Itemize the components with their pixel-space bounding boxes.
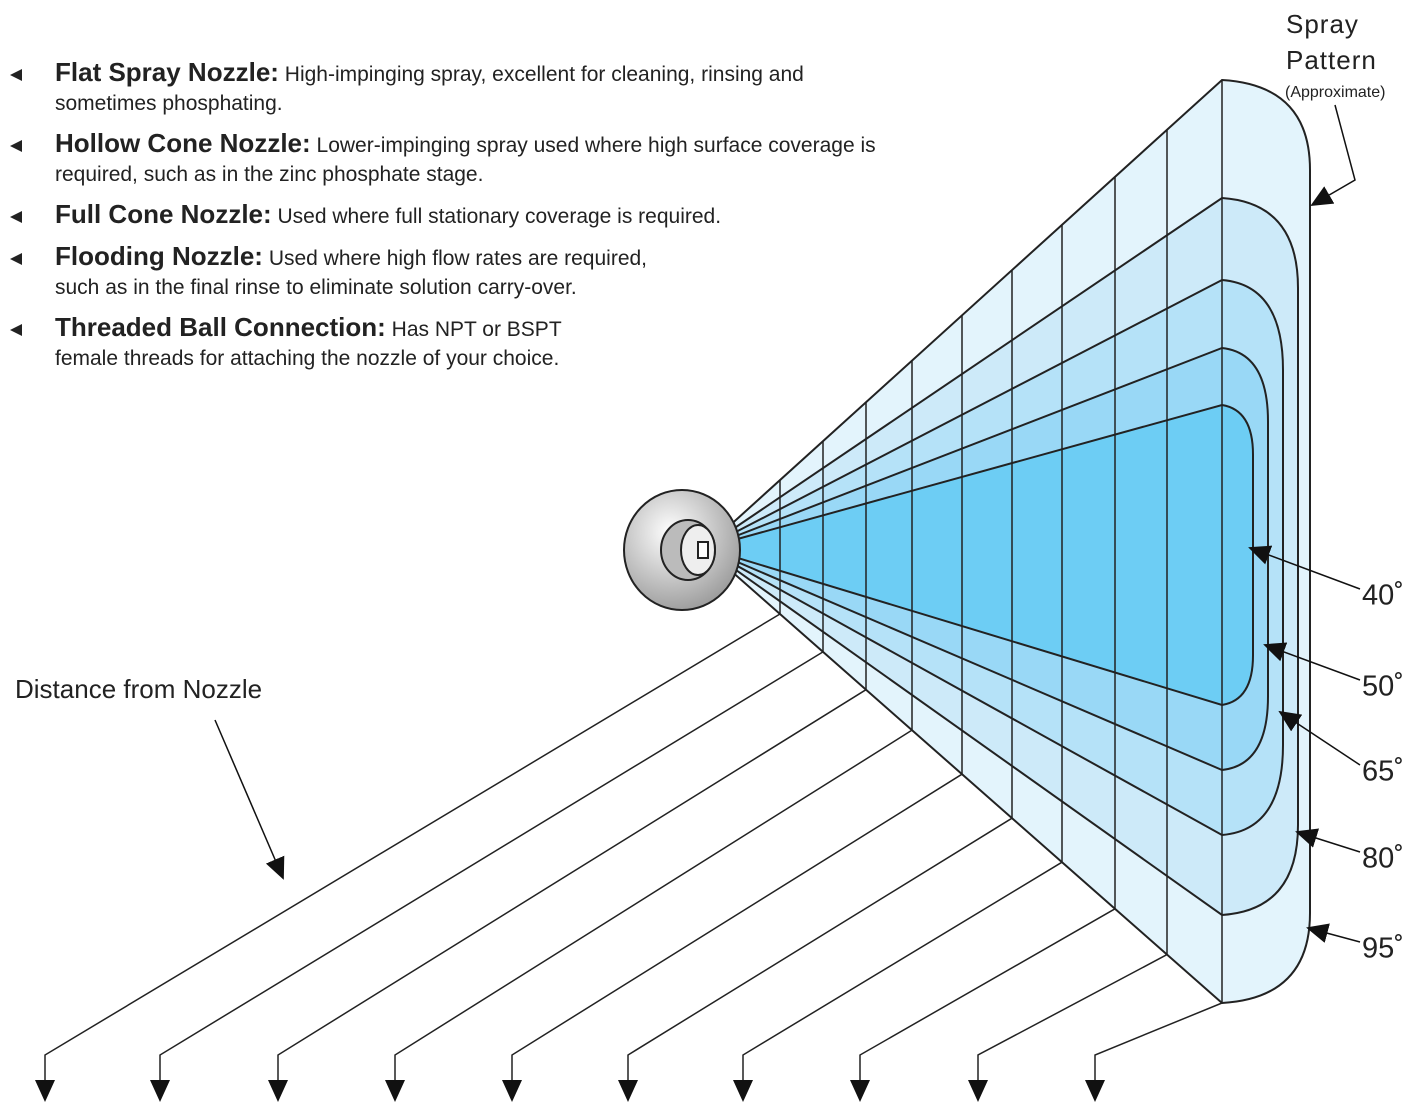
distance-leader [968,953,1168,1102]
bullet-text: High-impinging spray, excellent for clea… [55,63,804,115]
distance-leaders [35,613,1223,1102]
distance-leader [618,817,1013,1102]
distance-label: Distance from Nozzle [15,674,263,704]
bullet-text: Has NPT or BSPT female threads for attac… [55,318,562,370]
spray-outline [703,196,1299,917]
spray-pattern-note: (Approximate) [1285,84,1386,101]
distance-leader [268,689,867,1102]
bullet-title: Full Cone Nozzle: [55,199,272,229]
angle-arrow [1263,642,1361,681]
bullet-text: Lower-impinging spray used where high su… [55,134,876,186]
angle-label: 40˚ [1362,580,1404,612]
bullet-text: Used where high flow rates are required,… [55,247,648,299]
distance-leader [850,908,1116,1102]
angle-label: 80˚ [1362,843,1404,875]
bullet-title: Flooding Nozzle: [55,241,263,271]
angle-arrow [1278,710,1361,766]
bullet-title: Hollow Cone Nozzle: [55,128,311,158]
bullet-title: Flat Spray Nozzle: [55,57,279,87]
spray-pattern-title: Spray Pattern [1286,9,1377,75]
distance-leader [385,729,913,1102]
angle-arrow [1295,828,1361,853]
bullet: Full Cone Nozzle: Used where full statio… [0,200,755,231]
bullet: Threaded Ball Connection: Has NPT or BSP… [0,313,565,373]
spray-region [705,405,1253,705]
angle-label: 50˚ [1362,671,1404,703]
angle-label: 95˚ [1362,933,1404,965]
spray-outline [702,278,1284,837]
distance-leader [733,861,1063,1102]
distance-leader [150,651,824,1102]
bullet-title: Threaded Ball Connection: [55,312,386,342]
bullet: Hollow Cone Nozzle: Lower-impinging spra… [0,129,945,189]
bullet-text: Used where full stationary coverage is r… [277,205,722,228]
spray-outline [703,78,1311,1005]
angle-label: 65˚ [1362,756,1404,788]
distance-leader [1085,1002,1223,1102]
nozzle [623,489,741,611]
angle-arrow [1306,923,1361,943]
bullet: Flooding Nozzle: Used where high flow ra… [0,242,685,302]
distance-leader [35,613,781,1102]
nozzle-list: Flat Spray Nozzle: High-impinging spray,… [0,58,945,384]
angle-arrow [1248,545,1361,590]
distance-leader [502,773,963,1102]
spray-cone [701,78,1311,1005]
bullet: Flat Spray Nozzle: High-impinging spray,… [0,58,865,118]
